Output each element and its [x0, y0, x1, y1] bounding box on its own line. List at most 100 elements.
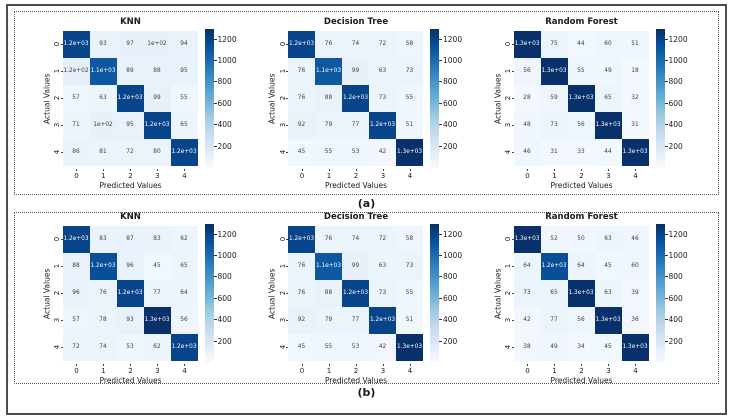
heatmap-cell: 88 [62, 252, 90, 280]
colorbar-tick: 1200 [664, 230, 688, 239]
y-tick: 0 [52, 31, 63, 58]
heatmap-cell: 64 [513, 252, 541, 280]
heatmap-grid: 1.3e+03 75 44 60 51 56 1.3e+03 55 49 18 28 59 1.3e+0… [513, 30, 649, 166]
colorbar-tick-mark [213, 102, 217, 104]
heatmap-cell: 63 [369, 252, 396, 280]
y-tick-label: 4 [53, 149, 62, 155]
heatmap-cell: 76 [89, 279, 117, 307]
colorbar-tick: 200 [439, 337, 457, 346]
x-tick-mark [581, 168, 582, 171]
colorbar-tick: 1000 [213, 56, 237, 66]
heatmap-cell: 73 [540, 111, 568, 139]
colorbar-tick-label: 1200 [443, 34, 463, 44]
x-tick: 3 [370, 363, 397, 375]
y-tick-mark [286, 70, 288, 72]
colorbar-tick-mark [213, 60, 217, 62]
colorbar-tick-mark [213, 233, 217, 235]
colorbar-gradient [655, 223, 665, 363]
x-tick: 4 [397, 168, 424, 180]
y-tick: 3 [277, 307, 288, 334]
y-tick-label: 0 [278, 41, 287, 47]
heatmap-cell: 59 [540, 84, 568, 112]
x-tick-mark [130, 363, 131, 366]
x-tick-label: 1 [326, 171, 332, 180]
x-tick-mark [635, 168, 636, 171]
heatmap-cell: 65 [170, 252, 198, 280]
y-axis-label: Actual Values [493, 72, 502, 124]
y-tick-labels: 0 1 2 3 4 [503, 31, 514, 166]
heatmap-cell: 53 [342, 333, 369, 361]
heatmap-cell: 45 [143, 252, 171, 280]
heatmap-cell: 71 [62, 111, 90, 139]
y-tick: 2 [52, 280, 63, 307]
heatmap-cell: 73 [513, 279, 541, 307]
heatmap-cell: 34 [567, 333, 595, 361]
colorbar-tick: 800 [213, 77, 232, 86]
y-tick-mark [286, 43, 288, 45]
colorbar-tick: 800 [664, 272, 683, 281]
heatmap-cell: 56 [513, 57, 541, 85]
heatmap-cell: 1e+02 [143, 30, 171, 58]
colorbar-tick: 400 [439, 315, 457, 324]
heatmap-cell: 1.3e+03 [396, 138, 423, 166]
colorbar-tick: 400 [664, 315, 683, 324]
colorbar-tick-label: 1000 [217, 56, 237, 66]
y-tick-label: 4 [504, 149, 513, 155]
x-tick-mark [103, 363, 104, 366]
x-tick-mark [382, 168, 384, 171]
heatmap-cell: 74 [342, 225, 369, 253]
x-tick-labels: 0 1 2 3 4 [514, 363, 649, 375]
heatmap-cell: 76 [315, 225, 342, 253]
x-tick-mark [157, 363, 158, 366]
heatmap-cell: 88 [315, 279, 342, 307]
colorbar-tick-mark [439, 233, 442, 235]
plot-body: Actual Values 0 1 2 3 4 1.2e+03 83 87 83 62 88 1.2e+… [42, 223, 241, 363]
heatmap-cell: 65 [594, 84, 622, 112]
x-tick: 4 [171, 168, 198, 180]
confusion-matrix-decision-tree: Decision Tree Actual Values 0 1 2 3 4 1.2e+03 76… [267, 17, 466, 190]
y-tick: 3 [52, 307, 63, 334]
colorbar-tick-mark [439, 38, 442, 40]
panel-b-label: (b) [357, 386, 376, 399]
x-tick: 4 [171, 363, 198, 375]
y-tick: 2 [503, 85, 514, 112]
x-tick-label: 1 [101, 366, 106, 375]
heatmap-cell: 63 [594, 225, 622, 253]
colorbar-tick-label: 800 [443, 77, 458, 87]
x-tick-label: 2 [128, 366, 133, 375]
heatmap-cell: 73 [396, 252, 423, 280]
heatmap-cell: 1.1e+03 [315, 57, 342, 85]
x-tick-label: 3 [380, 171, 386, 180]
heatmap-cell: 1.3e+03 [540, 57, 568, 85]
confusion-matrix-decision-tree: Decision Tree Actual Values 0 1 2 3 4 1.2e+03 76… [267, 212, 466, 385]
heatmap-cell: 62 [170, 225, 198, 253]
x-tick-mark [157, 168, 158, 171]
y-tick-label: 4 [53, 344, 62, 350]
heatmap-cell: 55 [396, 279, 423, 307]
heatmap-grid: 1.2e+03 76 74 72 58 76 1.1e+03 99 63 73 76 88 1.2e+0… [288, 30, 423, 166]
colorbar-tick-label: 600 [217, 98, 232, 108]
plot-body: Actual Values 0 1 2 3 4 1.3e+03 52 50 63 46 64 1.2e+… [493, 223, 692, 363]
heatmap-cell: 60 [621, 252, 649, 280]
colorbar-tick: 200 [664, 142, 683, 151]
y-axis-label: Actual Values [267, 267, 277, 319]
heatmap-cell: 76 [288, 279, 315, 307]
colorbar-tick-mark [213, 255, 217, 257]
y-tick-label: 4 [278, 149, 287, 155]
x-tick: 0 [514, 168, 541, 180]
heatmap-cell: 1.3e+03 [594, 111, 622, 139]
plot-body: Actual Values 0 1 2 3 4 1.3e+03 75 44 60 51 56 1.3e+… [493, 28, 692, 168]
heatmap-cell: 79 [315, 111, 342, 139]
x-tick: 2 [117, 363, 144, 375]
y-tick-mark [511, 124, 514, 126]
y-tick-label: 2 [53, 95, 62, 101]
plot-body: Actual Values 0 1 2 3 4 1.2e+03 76 74 72 58 76 1.1e+… [267, 28, 466, 168]
x-tick-label: 2 [128, 171, 133, 180]
heatmap-cell: 64 [567, 252, 595, 280]
heatmap-cell: 72 [369, 225, 396, 253]
heatmap-cell: 1.3e+03 [143, 306, 171, 334]
heatmap-cell: 46 [513, 138, 541, 166]
heatmap-grid: 1.2e+03 83 87 83 62 88 1.2e+03 96 45 65 96 76 1.2e+0… [62, 225, 198, 361]
y-tick: 0 [52, 226, 63, 253]
x-tick-mark [301, 168, 303, 171]
